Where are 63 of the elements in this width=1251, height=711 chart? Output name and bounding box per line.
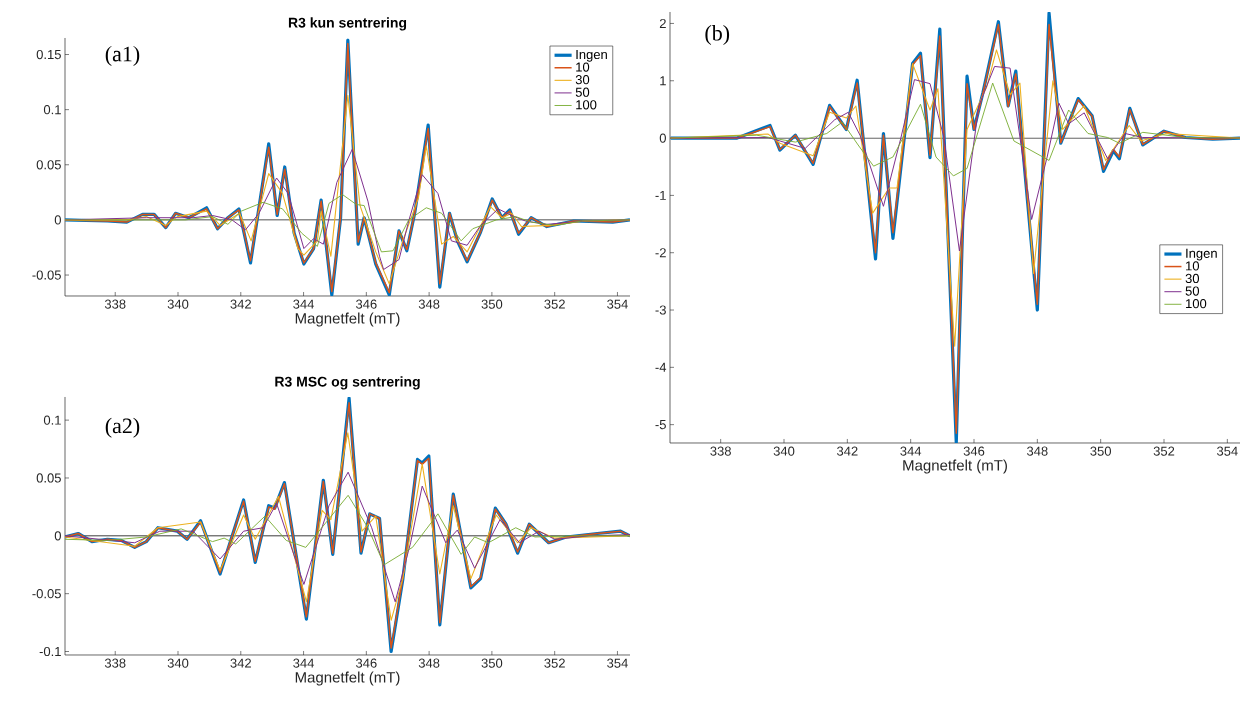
y-tick-label: 0.15 — [36, 49, 61, 60]
y-tick-label: -1 — [655, 190, 666, 200]
y-tick-label: -0.05 — [32, 589, 61, 599]
legend-label: 100 — [576, 100, 597, 110]
x-tick-label: 344 — [293, 658, 315, 668]
x-tick-label: 346 — [356, 299, 377, 309]
y-tick-label: 1 — [660, 76, 666, 86]
legend-label: Ingen — [1186, 248, 1217, 261]
x-tick-label: 346 — [356, 658, 377, 668]
annotation: (a2) — [105, 417, 140, 438]
x-tick-label: 342 — [230, 299, 251, 309]
x-tick-label: 354 — [607, 658, 628, 668]
legend-label: 30 — [575, 75, 590, 85]
y-tick-label: -5 — [655, 420, 666, 430]
y-tick-label: 0 — [54, 215, 61, 225]
y-tick-label: 2 — [659, 18, 666, 28]
x-tick-label: 350 — [481, 658, 503, 668]
x-axis-title: Magnetfelt (mT) — [903, 459, 1007, 474]
x-tick-label: 344 — [293, 299, 315, 309]
x-tick-label: 338 — [710, 446, 731, 456]
x-tick-label: 340 — [773, 446, 795, 456]
chart-title: R3 MSC og sentrering — [275, 376, 420, 390]
y-tick-label: 0.1 — [43, 415, 61, 425]
y-tick-label: -0.1 — [39, 646, 61, 657]
legend-label: 100 — [1186, 299, 1207, 309]
y-tick-label: -0.05 — [32, 270, 61, 280]
legend-label: 10 — [576, 62, 590, 72]
x-tick-label: 354 — [1216, 446, 1238, 456]
x-tick-label: 354 — [607, 299, 628, 309]
x-tick-label: 340 — [167, 658, 189, 668]
x-tick-label: 338 — [104, 658, 126, 668]
x-tick-label: 350 — [481, 299, 503, 309]
y-tick-label: -2 — [655, 248, 666, 258]
legend-label: 10 — [1186, 261, 1200, 271]
y-tick-label: 0 — [54, 531, 61, 541]
x-tick-label: 350 — [1090, 446, 1112, 456]
x-tick-label: 338 — [104, 299, 126, 309]
x-tick-label: 342 — [230, 658, 251, 668]
x-tick-label: 346 — [963, 446, 985, 456]
legend-label: Ingen — [576, 50, 607, 62]
x-tick-label: 348 — [418, 658, 440, 668]
y-tick-label: 0.05 — [36, 160, 61, 170]
legend-label: 50 — [575, 87, 590, 97]
x-axis-title: Magnetfelt (mT) — [295, 671, 400, 686]
legend-label: 50 — [1185, 286, 1200, 296]
x-tick-label: 348 — [1026, 446, 1048, 456]
x-tick-label: 342 — [836, 446, 858, 456]
y-tick-label: -4 — [655, 362, 667, 372]
legend-label: 30 — [1185, 273, 1200, 284]
y-tick-label: 0 — [659, 133, 666, 143]
y-tick-label: -3 — [655, 305, 666, 315]
x-axis-title: Magnetfelt (mT) — [295, 312, 400, 327]
annotation: (b) — [705, 25, 730, 46]
x-tick-label: 352 — [544, 658, 565, 668]
annotation: (a1) — [105, 45, 140, 66]
chart-title: R3 kun sentrering — [288, 17, 407, 31]
x-tick-label: 340 — [167, 299, 189, 309]
x-tick-label: 352 — [1153, 446, 1175, 456]
y-tick-label: 0.05 — [36, 473, 61, 483]
x-tick-label: 344 — [900, 446, 922, 456]
x-tick-label: 348 — [418, 299, 440, 309]
y-tick-label: 0.1 — [43, 105, 61, 115]
x-tick-label: 352 — [544, 299, 565, 309]
